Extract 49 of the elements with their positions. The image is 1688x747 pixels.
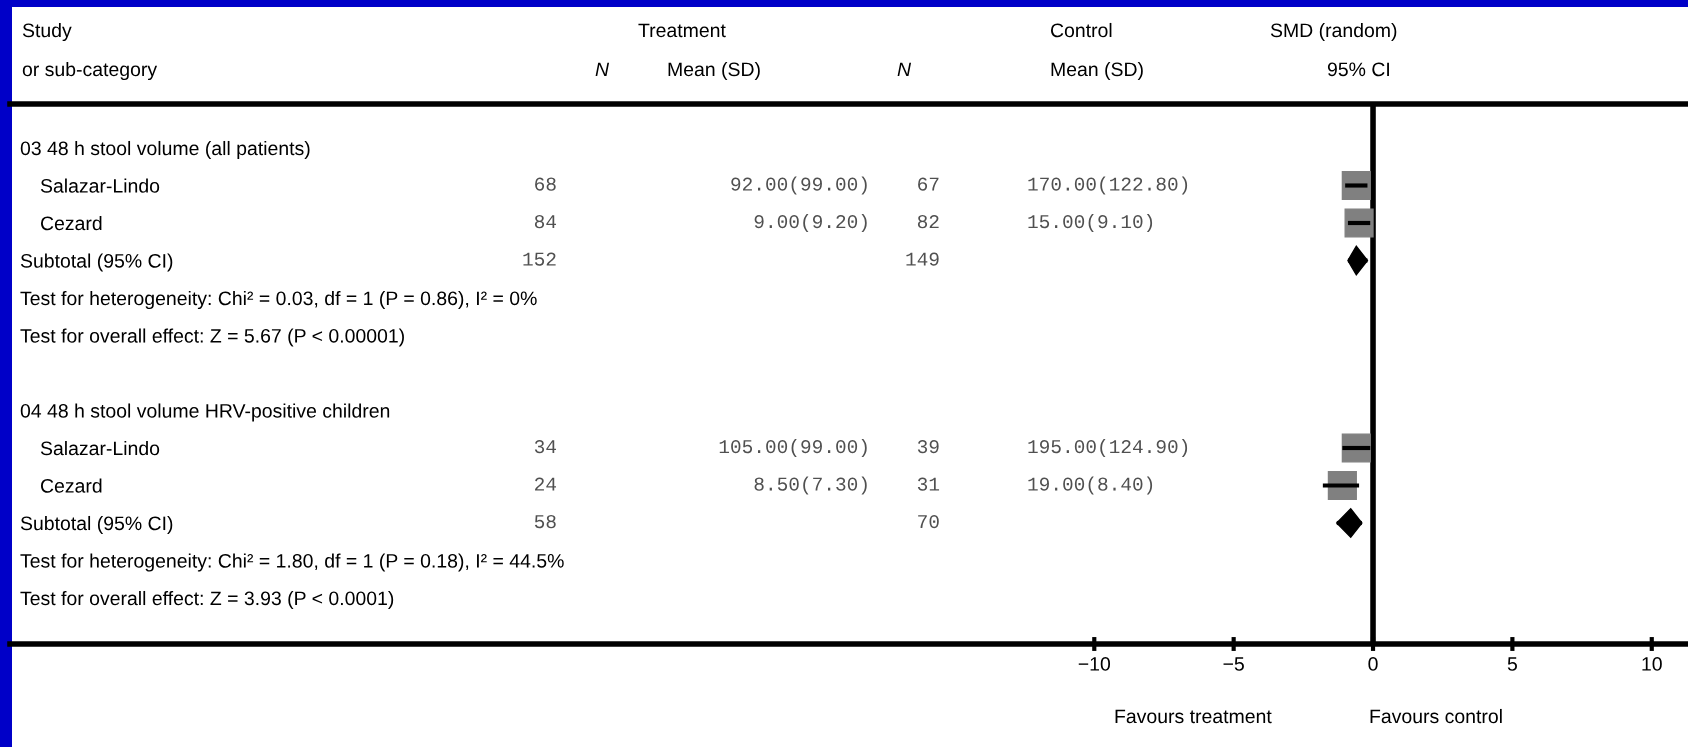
text: 19.00(8.40) [1028, 476, 1153, 495]
text: Study [22, 22, 72, 42]
y-tick-label: Test for overall effect: Z = 5.67 (P < 0.00001) [20, 328, 404, 347]
text: SMD (random) [1270, 22, 1397, 42]
y-tick-label: Salazar-Lindo [40, 440, 160, 456]
y-tick-label: Test for heterogeneity: Chi² = 0.03, df = 1 (P = 0.86), I² = 0% [20, 290, 537, 310]
text: Treatment [638, 23, 726, 38]
text: 8.50(7.30) [754, 476, 867, 495]
text: 9.00(9.20) [754, 213, 867, 233]
x-tick-label: 5 [1507, 657, 1517, 671]
y-tick-label: Cezard [40, 478, 102, 493]
text: 39 [917, 440, 939, 454]
y-tick-label: Salazar-Lindo [40, 178, 160, 193]
text: 31 [917, 477, 940, 491]
x-tick-label: −5 [1223, 657, 1244, 671]
text: 149 [906, 252, 939, 266]
y-tick-label: Test for overall effect: Z = 3.93 (P < 0.0001) [20, 590, 394, 610]
x-tick-label: −10 [1078, 657, 1111, 671]
y-tick-label: 04 48 h stool volume HRV-positive children [20, 403, 390, 422]
text: 67 [918, 177, 939, 191]
y-tick-label: Subtotal (95% CI) [20, 515, 173, 535]
text: 105.00(99.00) [719, 438, 867, 458]
y-tick-label: Cezard [40, 215, 102, 231]
text: 170.00(122.80) [1028, 176, 1188, 195]
text: N [897, 62, 912, 77]
text: 15.00(9.10) [1028, 213, 1153, 233]
x-tick-label: 0 [1368, 657, 1378, 671]
y-tick-label: Test for heterogeneity: Chi² = 1.80, df = 1 (P = 0.18), I² = 44.5% [20, 553, 564, 572]
text: Favours treatment [1115, 709, 1272, 724]
text: 195.00(124.90) [1028, 438, 1188, 458]
text: 84 [534, 215, 557, 229]
y-tick-label: Subtotal (95% CI) [20, 253, 173, 272]
text: 58 [534, 515, 556, 529]
text: N [595, 62, 610, 77]
text: 34 [534, 440, 557, 454]
text: Mean (SD) [668, 61, 760, 81]
y-tick-label: 03 48 h stool volume (all patients) [20, 140, 310, 160]
text: 24 [535, 477, 557, 491]
text: 68 [535, 177, 556, 191]
text: 92.00(99.00) [731, 176, 867, 195]
text: 152 [523, 252, 556, 266]
text: 82 [917, 215, 939, 229]
text: 95% CI [1327, 62, 1389, 77]
text: or sub-category [22, 61, 158, 81]
x-tick-label: 10 [1642, 657, 1662, 671]
text: Mean (SD) [1051, 61, 1143, 81]
text: 70 [918, 515, 939, 529]
text: Favours control [1370, 708, 1502, 724]
text: Control [1050, 22, 1112, 38]
